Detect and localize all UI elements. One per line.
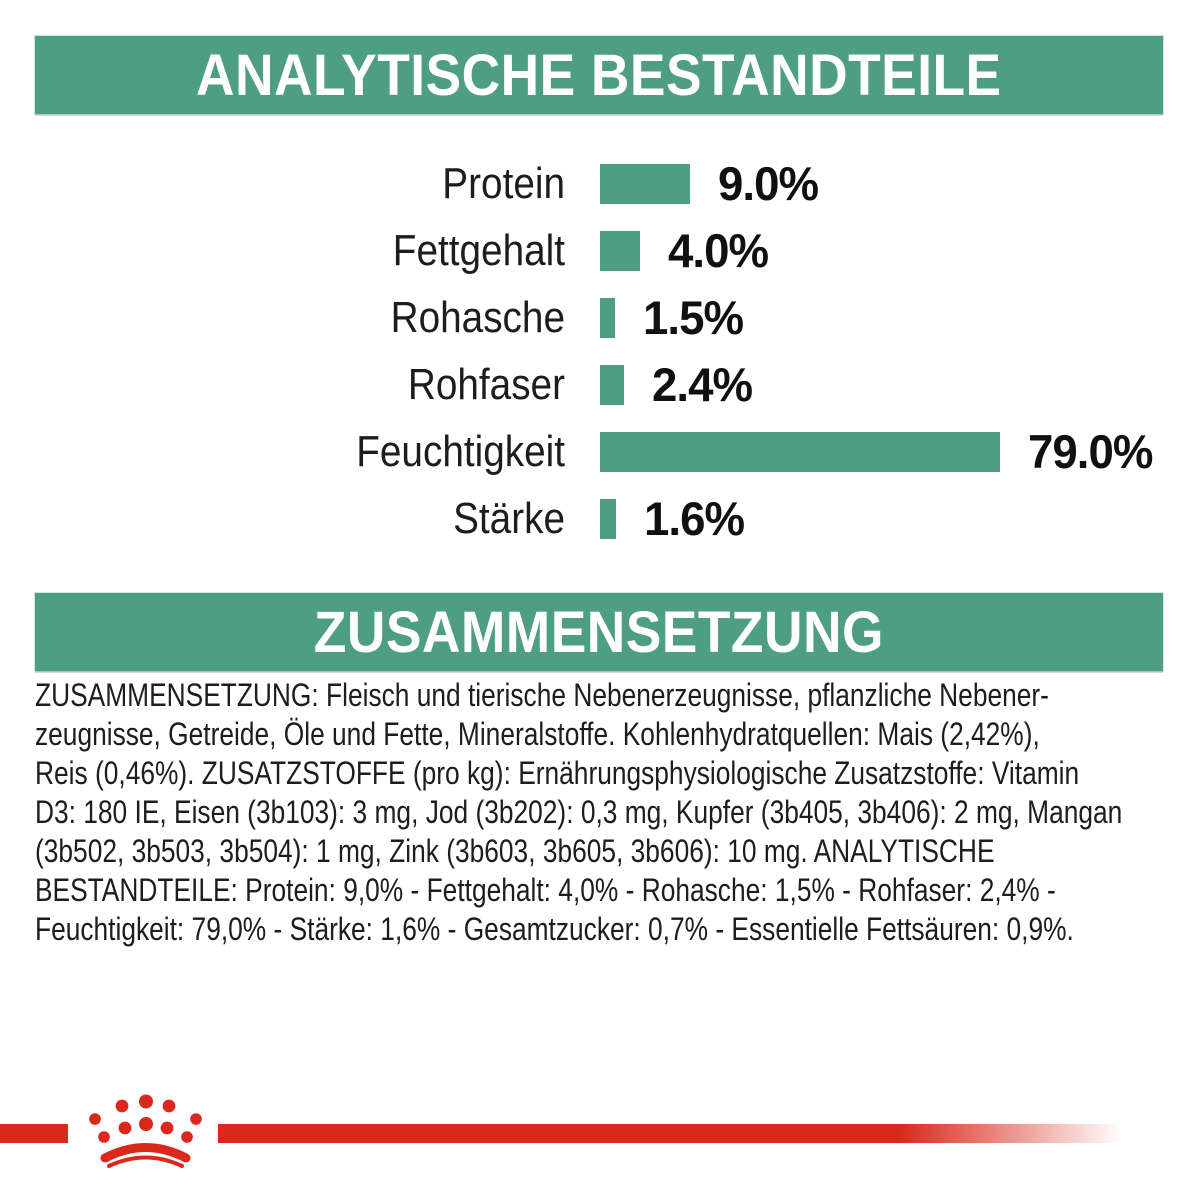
- chart-value-label: 1.6%: [644, 492, 745, 545]
- chart-row: Rohfaser 2.4%: [0, 351, 1200, 418]
- composition-line: D3: 180 IE, Eisen (3b103): 3 mg, Jod (3b…: [35, 794, 1123, 830]
- composition-line: (3b502, 3b503, 3b504): 1 mg, Zink (3b603…: [35, 833, 995, 869]
- chart-category-label: Feuchtigkeit: [356, 426, 565, 476]
- analytical-bar-chart: Protein 9.0% Fettgehalt 4.0% Rohasche 1.5% Roh…: [0, 150, 1200, 552]
- brand-red-stripe: [0, 1124, 1200, 1143]
- chart-value-label: 1.5%: [643, 291, 744, 344]
- royal-canin-crown-paw-icon: [89, 1094, 202, 1168]
- chart-bar: [600, 431, 1000, 472]
- chart-value-label: 79.0%: [1028, 425, 1153, 478]
- chart-value-label: 2.4%: [652, 358, 753, 411]
- composition-line: Feuchtigkeit: 79,0% - Stärke: 1,6% - Ges…: [35, 911, 1074, 947]
- chart-category-label: Rohfaser: [407, 359, 565, 409]
- chart-category-label: Rohasche: [390, 292, 565, 342]
- chart-value-label: 4.0%: [668, 224, 769, 277]
- chart-value-label: 9.0%: [718, 157, 819, 210]
- chart-category-label: Stärke: [453, 493, 565, 543]
- composition-line: BESTANDTEILE: Protein: 9,0% - Fettgehalt…: [35, 872, 1056, 908]
- chart-bar: [600, 163, 690, 204]
- chart-bar: [600, 297, 615, 338]
- composition-line: zeugnisse, Getreide, Öle und Fette, Mine…: [35, 716, 1040, 752]
- composition-line: Reis (0,46%). ZUSATZSTOFFE (pro kg): Ern…: [35, 755, 1080, 791]
- composition-header: ZUSAMMENSETZUNG: [35, 593, 1163, 671]
- composition-text-block: ZUSAMMENSETZUNG: Fleisch und tierische N…: [35, 676, 1175, 949]
- chart-row: Protein 9.0%: [0, 150, 1200, 217]
- chart-bar: [600, 230, 640, 271]
- composition-line: ZUSAMMENSETZUNG: Fleisch und tierische N…: [35, 677, 1049, 713]
- chart-row: Fettgehalt 4.0%: [0, 217, 1200, 284]
- chart-row: Feuchtigkeit 79.0%: [0, 418, 1200, 485]
- analytical-components-header: ANALYTISCHE BESTANDTEILE: [35, 36, 1163, 114]
- chart-bar: [600, 364, 624, 405]
- chart-category-label: Fettgehalt: [392, 225, 565, 275]
- composition-title: ZUSAMMENSETZUNG: [313, 599, 885, 665]
- analytical-components-title: ANALYTISCHE BESTANDTEILE: [196, 42, 1002, 108]
- chart-row: Rohasche 1.5%: [0, 284, 1200, 351]
- chart-row: Stärke 1.6%: [0, 485, 1200, 552]
- chart-category-label: Protein: [442, 158, 565, 208]
- chart-bar: [600, 498, 616, 539]
